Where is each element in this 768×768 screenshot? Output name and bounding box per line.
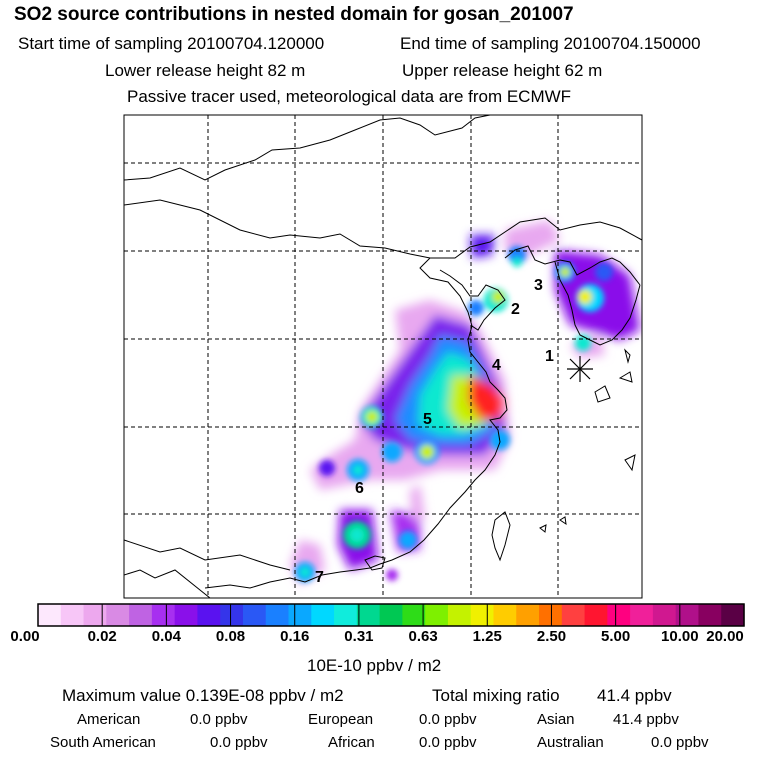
colorbar-tick-label: 0.16 [280, 628, 310, 645]
colorbar-swatch [584, 604, 608, 626]
colorbar-tick-label: 0.00 [10, 628, 40, 645]
source-marker-6: 6 [355, 480, 364, 497]
colorbar-tick-label: 1.25 [472, 628, 502, 645]
upper-height-label: Upper release height 62 m [402, 61, 603, 80]
colorbar-swatch [539, 604, 563, 626]
source-marker-1: 1 [545, 348, 554, 365]
region-european-value: 0.0 ppbv [419, 711, 477, 728]
receptor-star-icon [567, 356, 593, 382]
lower-height-label: Lower release height 82 m [105, 61, 306, 80]
colorbar-swatch [288, 604, 312, 626]
colorbar-swatch [197, 604, 221, 626]
maximum-value: Maximum value 0.139E-08 ppbv / m2 [62, 686, 344, 705]
colorbar-swatch [379, 604, 403, 626]
colorbar-swatch [60, 604, 85, 626]
tracer-info: Passive tracer used, meteorological data… [127, 87, 572, 106]
colorbar-unit: 10E-10 ppbv / m2 [307, 656, 442, 675]
coastlines [124, 115, 642, 598]
colorbar-swatch [561, 604, 586, 626]
region-african-value: 0.0 ppbv [419, 734, 477, 751]
colorbar-swatch [334, 604, 358, 626]
colorbar [38, 604, 745, 626]
colorbar-frame [37, 603, 745, 627]
colorbar-swatch [425, 604, 449, 626]
region-american-label: American [77, 711, 141, 728]
colorbar-swatch [630, 604, 654, 626]
source-marker-7: 7 [315, 569, 324, 586]
colorbar-swatch [83, 604, 107, 626]
colorbar-swatch [721, 604, 745, 626]
region-asian-value: 41.4 ppbv [613, 711, 679, 728]
colorbar-swatch [493, 604, 517, 626]
total-mixing-label: Total mixing ratio [432, 686, 560, 705]
colorbar-tick-label: 0.31 [344, 628, 374, 645]
start-time-label: Start time of sampling 20100704.120000 [18, 34, 325, 53]
colorbar-swatch [38, 604, 62, 626]
region-south-american-label: South American [50, 734, 156, 751]
region-australian-value: 0.0 ppbv [651, 734, 709, 751]
colorbar-tick-label: 20.00 [706, 628, 744, 645]
source-marker-4: 4 [492, 357, 501, 374]
colorbar-swatch [698, 604, 722, 626]
colorbar-tick-label: 0.08 [215, 628, 246, 645]
colorbar-swatch [402, 604, 426, 626]
region-south-american-value: 0.0 ppbv [210, 734, 268, 751]
colorbar-swatch [151, 604, 176, 626]
colorbar-swatch [356, 604, 381, 626]
colorbar-swatch [652, 604, 677, 626]
colorbar-swatch [265, 604, 290, 626]
colorbar-swatch [470, 604, 495, 626]
concentration-field [290, 220, 640, 585]
colorbar-tick-label: 0.63 [408, 628, 438, 645]
colorbar-swatch [174, 604, 199, 626]
map-frame [123, 114, 643, 599]
colorbar-tick-label: 0.02 [87, 628, 117, 645]
colorbar-swatch [242, 604, 267, 626]
colorbar-tick-label: 10.00 [661, 628, 699, 645]
plot-title: SO2 source contributions in nested domai… [14, 4, 574, 25]
colorbar-tick-label: 0.04 [151, 628, 181, 645]
colorbar-swatch [129, 604, 153, 626]
colorbar-swatch [220, 604, 244, 626]
region-european-label: European [308, 711, 374, 728]
region-african-label: African [328, 734, 375, 751]
colorbar-swatch [675, 604, 700, 626]
total-mixing-value: 41.4 ppbv [597, 686, 672, 705]
source-marker-3: 3 [534, 277, 543, 294]
colorbar-swatch [106, 604, 130, 626]
colorbar-tick-label: 2.50 [536, 628, 567, 645]
end-time-label: End time of sampling 20100704.150000 [400, 34, 701, 53]
region-asian-label: Asian [537, 711, 575, 728]
region-american-value: 0.0 ppbv [190, 711, 248, 728]
colorbar-swatch [447, 604, 472, 626]
colorbar-swatch [516, 604, 540, 626]
colorbar-swatch [311, 604, 335, 626]
colorbar-swatch [607, 604, 631, 626]
region-australian-label: Australian [537, 734, 604, 751]
lat-lon-grid [124, 115, 642, 598]
source-marker-5: 5 [423, 411, 432, 428]
source-marker-2: 2 [511, 301, 520, 318]
colorbar-tick-label: 5.00 [601, 628, 631, 645]
